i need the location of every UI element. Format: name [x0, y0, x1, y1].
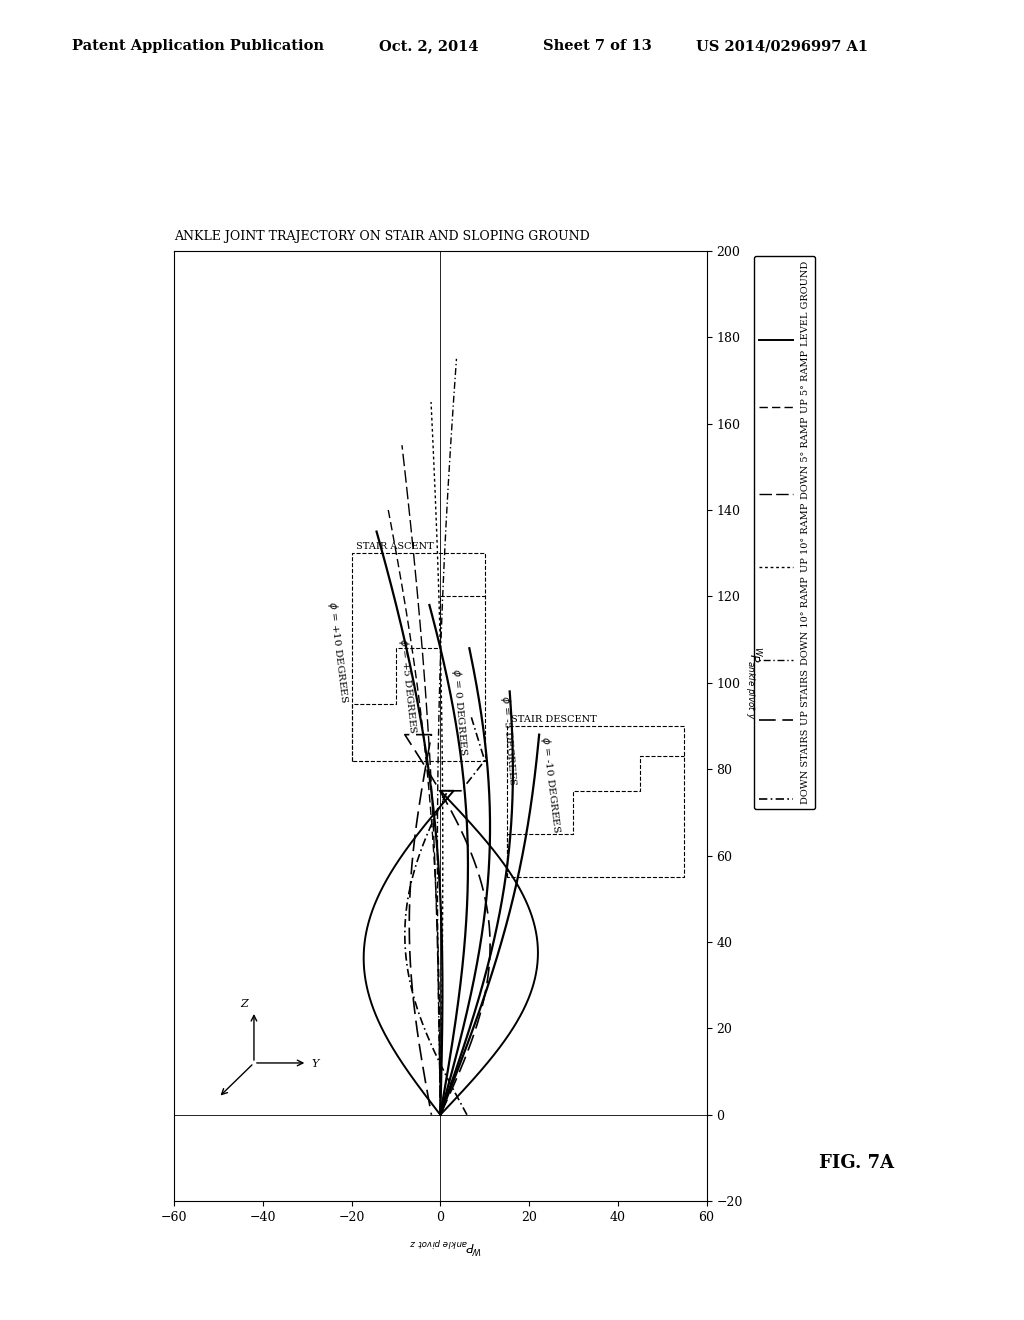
LEVEL GROUND — [530, 965, 543, 981]
DOWN 10° RAMP — [431, 808, 443, 824]
LEVEL GROUND — [416, 821, 428, 837]
Text: Oct. 2, 2014: Oct. 2, 2014 — [379, 40, 478, 53]
UP STAIRS — [425, 1107, 437, 1123]
Text: US 2014/0296997 A1: US 2014/0296997 A1 — [696, 40, 868, 53]
DOWN 10° RAMP — [435, 631, 447, 647]
DOWN 10° RAMP — [451, 351, 463, 367]
Text: $\phi$ = +5 DEGREES: $\phi$ = +5 DEGREES — [396, 638, 420, 735]
LEVEL GROUND — [527, 977, 540, 993]
DOWN 10° RAMP — [437, 561, 450, 577]
DOWN STAIRS — [411, 999, 423, 1015]
DOWN 5° RAMP — [420, 685, 432, 701]
Text: STAIR DESCENT: STAIR DESCENT — [511, 714, 597, 723]
DOWN STAIRS — [399, 940, 412, 956]
Line: UP STAIRS: UP STAIRS — [404, 735, 490, 1115]
Text: Patent Application Publication: Patent Application Publication — [72, 40, 324, 53]
UP 10° RAMP — [425, 395, 437, 411]
Line: LEVEL GROUND: LEVEL GROUND — [364, 791, 538, 1115]
UP 5° RAMP — [382, 502, 394, 517]
Line: UP 10° RAMP: UP 10° RAMP — [431, 403, 442, 1115]
DOWN 5° RAMP — [434, 1107, 446, 1123]
UP 10° RAMP — [434, 659, 446, 675]
Text: Y: Y — [311, 1059, 319, 1069]
Line: DOWN 10° RAMP: DOWN 10° RAMP — [437, 359, 457, 1115]
UP STAIRS — [403, 924, 416, 940]
LEVEL GROUND — [524, 904, 537, 920]
LEVEL GROUND — [387, 1040, 399, 1056]
DOWN STAIRS — [472, 733, 484, 748]
Text: FIG. 7A: FIG. 7A — [819, 1154, 894, 1172]
DOWN 5° RAMP — [415, 623, 427, 639]
UP 5° RAMP — [411, 671, 423, 686]
Line: UP 5° RAMP: UP 5° RAMP — [388, 510, 440, 1115]
Text: $\phi$ = -10 DEGREES: $\phi$ = -10 DEGREES — [538, 735, 564, 834]
UP 5° RAMP — [431, 909, 443, 925]
Text: $\phi$ = -5 DEGREES: $\phi$ = -5 DEGREES — [498, 694, 520, 787]
DOWN STAIRS — [461, 1107, 473, 1123]
UP 5° RAMP — [434, 1034, 446, 1049]
UP STAIRS — [434, 1107, 446, 1123]
DOWN 10° RAMP — [431, 861, 443, 876]
UP 10° RAMP — [434, 1107, 446, 1123]
UP 10° RAMP — [433, 589, 445, 605]
UP STAIRS — [398, 727, 411, 743]
LEVEL GROUND — [398, 845, 411, 861]
UP STAIRS — [409, 832, 421, 847]
UP 5° RAMP — [434, 1107, 446, 1123]
DOWN 10° RAMP — [438, 557, 451, 573]
DOWN STAIRS — [404, 878, 417, 894]
DOWN STAIRS — [465, 709, 477, 725]
DOWN 5° RAMP — [433, 1027, 445, 1043]
Text: $\phi$ = +10 DEGREES: $\phi$ = +10 DEGREES — [325, 601, 351, 705]
UP STAIRS — [415, 788, 427, 804]
UP 5° RAMP — [410, 668, 422, 684]
DOWN 5° RAMP — [428, 842, 440, 858]
Text: $^W\!P_{ankle\ pivot\ y}$: $^W\!P_{ankle\ pivot\ y}$ — [742, 647, 763, 719]
LEVEL GROUND — [434, 1107, 446, 1123]
Line: DOWN STAIRS: DOWN STAIRS — [404, 717, 484, 1115]
UP STAIRS — [455, 1060, 467, 1076]
Text: Z: Z — [241, 999, 249, 1008]
Legend: LEVEL GROUND, UP 5° RAMP, DOWN 5° RAMP, UP 10° RAMP, DOWN 10° RAMP, UP STAIRS, D: LEVEL GROUND, UP 5° RAMP, DOWN 5° RAMP, … — [754, 256, 814, 809]
Text: Sheet 7 of 13: Sheet 7 of 13 — [543, 40, 651, 53]
DOWN STAIRS — [398, 928, 411, 944]
LEVEL GROUND — [447, 783, 460, 799]
DOWN STAIRS — [447, 1082, 460, 1098]
DOWN 5° RAMP — [430, 888, 442, 904]
DOWN 5° RAMP — [415, 620, 427, 636]
UP 5° RAMP — [417, 726, 429, 742]
UP 5° RAMP — [429, 867, 441, 883]
Text: $\phi$ = 0 DEGREES: $\phi$ = 0 DEGREES — [450, 668, 471, 756]
UP 10° RAMP — [433, 593, 445, 609]
UP 10° RAMP — [436, 875, 449, 891]
Text: STAIR ASCENT: STAIR ASCENT — [356, 543, 434, 550]
UP 10° RAMP — [435, 1022, 447, 1038]
UP 10° RAMP — [436, 825, 449, 841]
UP STAIRS — [412, 809, 424, 825]
LEVEL GROUND — [434, 1107, 446, 1123]
UP STAIRS — [409, 1002, 421, 1018]
DOWN 10° RAMP — [434, 1107, 446, 1123]
DOWN 10° RAMP — [433, 1016, 445, 1032]
DOWN 5° RAMP — [396, 437, 409, 453]
Line: DOWN 5° RAMP: DOWN 5° RAMP — [402, 445, 440, 1115]
Text: ANKLE JOINT TRAJECTORY ON STAIR AND SLOPING GROUND: ANKLE JOINT TRAJECTORY ON STAIR AND SLOP… — [174, 230, 590, 243]
Text: $^W\!P_{ankle\ pivot\ z}$: $^W\!P_{ankle\ pivot\ z}$ — [409, 1234, 482, 1254]
